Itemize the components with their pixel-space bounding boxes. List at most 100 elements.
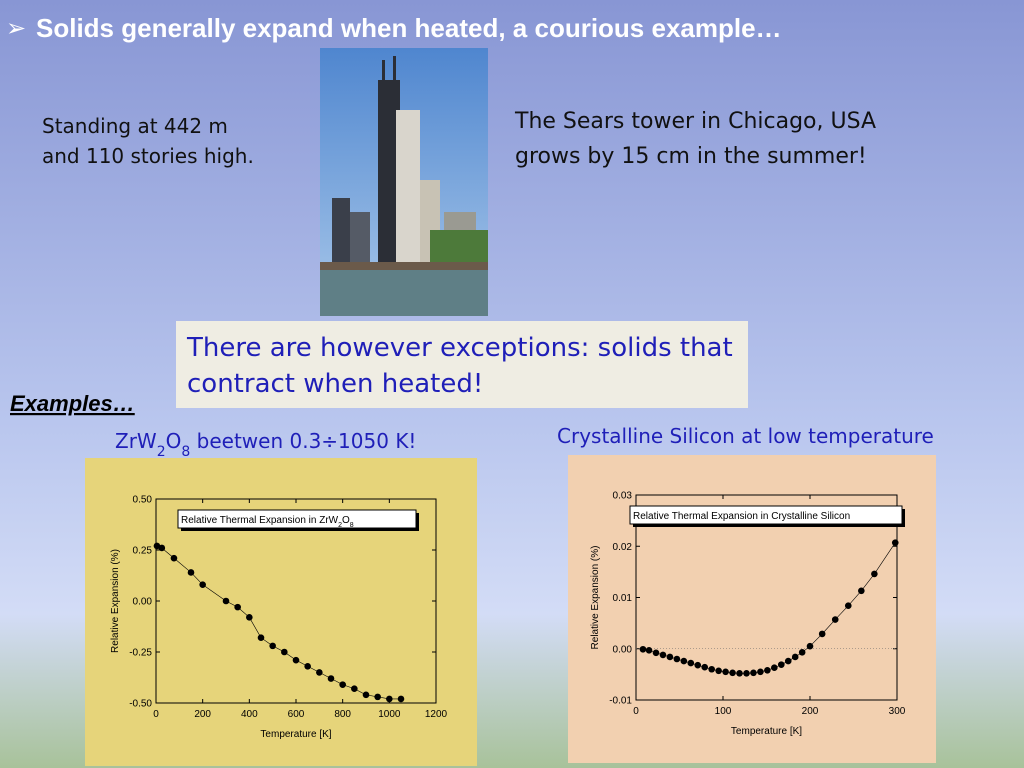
- data-point: [158, 544, 166, 552]
- data-point: [722, 668, 729, 676]
- data-point: [187, 569, 195, 576]
- data-point: [652, 649, 660, 657]
- x-tick-label: 800: [334, 709, 351, 720]
- data-point: [764, 666, 771, 674]
- right-text: The Sears tower in Chicago, USA: [514, 109, 876, 134]
- data-point: [304, 662, 311, 670]
- y-tick-label: 0.02: [613, 542, 633, 553]
- y-tick-label: 0.50: [133, 495, 153, 506]
- data-point: [269, 642, 276, 650]
- bullet: ➢: [6, 14, 26, 42]
- x-tick-label: 1200: [425, 709, 448, 720]
- data-point: [246, 614, 253, 621]
- data-point: [397, 695, 405, 703]
- y-tick-label: -0.01: [609, 696, 632, 707]
- data-point: [316, 669, 323, 676]
- chart-caption-part: ZrW: [115, 429, 157, 453]
- chart-title-part: Relative Thermal Expansion in ZrW: [181, 515, 339, 526]
- x-tick-label: 300: [889, 706, 906, 717]
- y-tick-label: -0.50: [129, 699, 152, 710]
- chart-panel: [85, 458, 477, 766]
- data-point: [170, 554, 178, 562]
- data-point: [831, 616, 839, 623]
- callout-text: There are however exceptions: solids tha…: [186, 333, 733, 363]
- data-point: [327, 675, 335, 682]
- y-axis-label: Relative Expansion (%): [110, 549, 121, 653]
- data-point: [771, 664, 778, 672]
- data-point: [687, 659, 695, 667]
- data-point: [798, 649, 806, 656]
- y-tick-label: 0.03: [613, 491, 633, 502]
- chart-caption: ZrW2O8 beetwen 0.3÷1050 K!: [115, 429, 416, 460]
- data-point: [666, 653, 674, 661]
- x-tick-label: 200: [194, 709, 211, 720]
- x-tick-label: 200: [802, 706, 819, 717]
- x-tick-label: 100: [715, 706, 732, 717]
- data-point: [791, 653, 799, 661]
- data-point: [750, 669, 757, 677]
- y-axis-label: Relative Expansion (%): [590, 546, 601, 650]
- data-point: [743, 670, 750, 677]
- data-point: [858, 587, 865, 595]
- data-point: [374, 693, 381, 701]
- data-point: [659, 651, 667, 659]
- y-tick-label: 0.00: [133, 597, 153, 608]
- data-point: [891, 539, 899, 546]
- data-point: [639, 645, 647, 653]
- data-point: [292, 656, 300, 664]
- data-point: [680, 657, 688, 665]
- photo: [320, 48, 488, 316]
- data-point: [694, 661, 702, 669]
- chart: 0 100 200 300 0.03 0.02 0.01 0.00 -0.01 Temperatu…: [568, 455, 936, 763]
- data-point: [777, 661, 785, 668]
- data-point: [386, 695, 393, 703]
- data-point: [222, 597, 230, 605]
- data-point: [736, 670, 743, 677]
- y-tick-label: 0.00: [613, 644, 633, 655]
- chart-caption-part: Crystalline Silicon at low temperature: [557, 424, 934, 448]
- x-axis-label: Temperature [K]: [260, 729, 331, 740]
- chart-caption-part: O: [166, 429, 182, 453]
- chart-title-part: Relative Thermal Expansion in Crystallin…: [633, 511, 850, 522]
- data-point: [708, 665, 715, 673]
- data-point: [257, 634, 265, 642]
- legend-box: [177, 509, 417, 529]
- right-text: grows by 15 cm in the summer!: [515, 144, 867, 169]
- chart-caption-part: 2: [157, 444, 166, 460]
- slide-title: Solids generally expand when heated, a c…: [36, 13, 782, 43]
- data-point: [673, 655, 681, 663]
- x-tick-label: 1000: [378, 709, 401, 720]
- y-tick-label: -0.25: [129, 648, 152, 659]
- examples-label: Examples…: [10, 391, 135, 416]
- left-text: Standing at 442 m: [42, 114, 228, 138]
- chart-caption: Crystalline Silicon at low temperature: [557, 424, 934, 448]
- data-point: [784, 657, 792, 665]
- callout-text: contract when heated!: [187, 369, 483, 399]
- data-point: [362, 691, 370, 699]
- x-tick-label: 600: [288, 709, 305, 720]
- data-point: [339, 681, 346, 688]
- data-point: [701, 663, 709, 671]
- chart: 0 200 400 600 800 1000 1200 0.50 0.25 0.00 -0.25 -0…: [85, 458, 477, 766]
- data-point: [715, 667, 722, 675]
- x-tick-label: 0: [153, 709, 159, 720]
- data-point: [844, 602, 852, 609]
- data-point: [645, 646, 653, 654]
- data-point: [871, 570, 878, 578]
- chart-title-part: 2: [338, 522, 342, 529]
- chart-caption-part: beetwen 0.3÷1050 K!: [190, 429, 416, 453]
- data-point: [757, 668, 764, 676]
- data-point: [281, 648, 288, 656]
- y-tick-label: 0.01: [613, 593, 633, 604]
- data-point: [818, 630, 826, 638]
- x-tick-label: 400: [241, 709, 258, 720]
- y-tick-label: 0.25: [133, 546, 153, 557]
- data-point: [199, 581, 206, 588]
- chart-title: Relative Thermal Expansion in ZrW2O8: [181, 515, 354, 529]
- chart-caption-part: 8: [181, 444, 190, 460]
- chart-title: Relative Thermal Expansion in Crystallin…: [633, 511, 850, 522]
- data-point: [729, 669, 736, 677]
- left-text: and 110 stories high.: [42, 144, 254, 168]
- legend-box: [629, 505, 903, 525]
